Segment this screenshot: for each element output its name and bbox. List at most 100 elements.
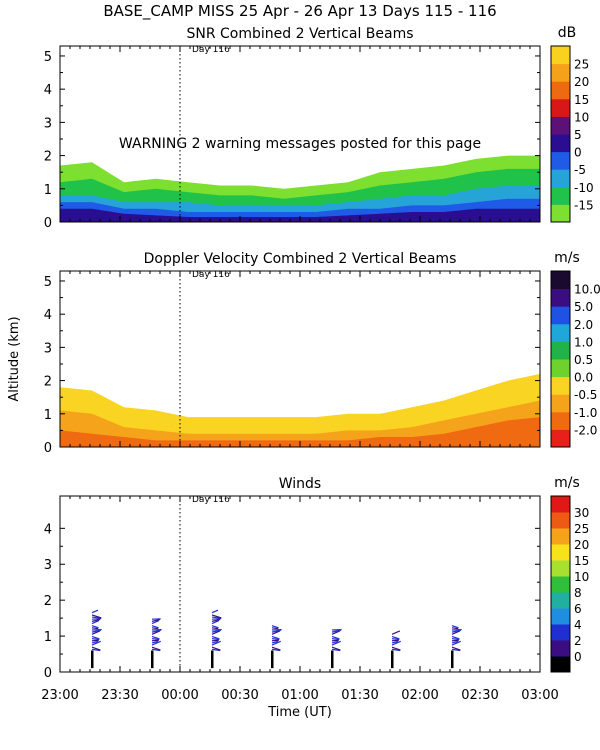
wind-barb xyxy=(451,627,459,630)
colorbar-label: 10.0 xyxy=(574,283,600,297)
x-tick-label: 23:30 xyxy=(101,688,138,703)
wind-calm-mark xyxy=(151,661,154,664)
colorbar-unit: m/s xyxy=(554,475,580,491)
wind-calm-mark xyxy=(331,652,334,656)
colorbar-swatch xyxy=(551,592,570,609)
wind-calm-mark xyxy=(331,659,334,662)
wind-barb xyxy=(91,614,102,619)
wind-profile xyxy=(451,625,462,669)
colorbar-swatch xyxy=(551,186,570,205)
x-axis-label: Time (UT) xyxy=(267,705,332,720)
wind-calm-mark xyxy=(331,665,334,669)
y-tick-label: 4 xyxy=(44,522,52,537)
colorbar-label: 1.0 xyxy=(574,335,593,349)
colorbar-swatch xyxy=(551,656,570,673)
colorbar-label: 4 xyxy=(574,618,582,632)
colorbar-label: 0 xyxy=(574,146,582,160)
colorbar: -2.0 -1.0 -0.5 0.0 0.5 1.0 2.0 5.0 10.0 m/s xyxy=(550,250,600,448)
y-tick-label: 5 xyxy=(44,275,52,290)
wind-calm-mark xyxy=(151,663,154,666)
wind-barb xyxy=(211,614,222,619)
wind-calm-mark xyxy=(271,654,274,658)
colorbar-swatch xyxy=(551,394,570,413)
wind-calm-mark xyxy=(391,665,394,669)
colorbar-swatch xyxy=(551,496,570,513)
colorbar: -15 -10 -5 0 5 10 15 20 25 dB xyxy=(550,25,594,223)
wind-barb xyxy=(91,640,99,644)
y-axis-label: Altitude (km) xyxy=(7,316,22,401)
colorbar-swatch xyxy=(551,323,570,342)
wind-barb xyxy=(391,630,401,635)
colorbar: 0 2 4 6 8 10 15 20 25 30 m/s xyxy=(550,475,589,673)
wind-barb xyxy=(331,646,341,651)
wind-calm-mark xyxy=(451,652,454,656)
wind-calm-mark xyxy=(391,652,394,656)
wind-barb xyxy=(91,638,100,641)
wind-barb xyxy=(451,629,462,633)
wind-barb xyxy=(451,635,460,640)
colorbar-swatch xyxy=(551,359,570,378)
day-marker-label: Day 116 xyxy=(192,495,230,505)
wind-barb xyxy=(391,638,400,641)
wind-barb xyxy=(151,630,161,635)
wind-barb xyxy=(391,635,400,640)
panel-title: SNR Combined 2 Vertical Beams xyxy=(186,26,413,42)
wind-barb xyxy=(211,640,221,646)
wind-barb xyxy=(451,640,459,644)
wind-barb xyxy=(211,629,222,633)
wind-barb xyxy=(151,640,159,644)
panel-title: Doppler Velocity Combined 2 Vertical Bea… xyxy=(144,251,457,267)
x-tick-label: 01:30 xyxy=(341,688,378,703)
wind-calm-mark xyxy=(211,654,214,658)
wind-barb xyxy=(151,648,161,652)
colorbar-swatch xyxy=(551,608,570,625)
colorbar-swatch xyxy=(551,81,570,100)
colorbar-label: -5 xyxy=(574,163,586,177)
colorbar-swatch xyxy=(551,429,570,448)
warning-banner: WARNING 2 warning messages posted for th… xyxy=(119,136,481,152)
colorbar-label: 25 xyxy=(574,522,589,536)
wind-calm-mark xyxy=(91,652,94,656)
wind-calm-mark xyxy=(271,659,274,662)
y-tick-label: 3 xyxy=(44,116,52,131)
wind-barb xyxy=(91,635,100,640)
colorbar-swatch xyxy=(551,204,570,223)
wind-calm-mark xyxy=(271,661,274,664)
y-tick-label: 0 xyxy=(44,441,52,456)
wind-calm-mark xyxy=(391,650,394,654)
plot-frame xyxy=(59,495,541,673)
wind-profile xyxy=(271,625,282,669)
wind-calm-mark xyxy=(451,654,454,658)
wind-barb xyxy=(331,630,341,635)
colorbar-label: 5.0 xyxy=(574,300,593,314)
wind-calm-mark xyxy=(91,650,94,654)
wind-barb xyxy=(91,620,100,625)
colorbar-label: 10 xyxy=(574,570,589,584)
wind-barb xyxy=(91,630,101,635)
wind-barb xyxy=(91,619,101,622)
wind-calm-mark xyxy=(331,654,334,658)
wind-barb xyxy=(211,619,221,622)
colorbar-label: 2.0 xyxy=(574,318,593,332)
colorbar-swatch xyxy=(551,640,570,657)
wind-barb xyxy=(451,625,459,629)
wind-calm-mark xyxy=(211,659,214,662)
wind-calm-mark xyxy=(391,659,394,662)
colorbar-swatch xyxy=(551,528,570,545)
wind-calm-mark xyxy=(91,661,94,664)
wind-barb xyxy=(151,620,160,625)
wind-barb xyxy=(211,648,221,652)
wind-calm-mark xyxy=(151,656,154,660)
wind-barb xyxy=(391,646,401,651)
figure-title: BASE_CAMP MISS 25 Apr - 26 Apr 13 Days 1… xyxy=(103,2,496,21)
wind-barb xyxy=(151,635,160,640)
y-tick-label: 0 xyxy=(44,216,52,231)
wind-barb xyxy=(91,646,101,651)
colorbar-label: -0.5 xyxy=(574,388,597,402)
wind-barb xyxy=(271,638,280,641)
wind-calm-mark xyxy=(271,663,274,666)
colorbar-swatch xyxy=(551,46,570,65)
wind-calm-mark xyxy=(211,665,214,669)
y-tick-label: 2 xyxy=(44,375,52,390)
